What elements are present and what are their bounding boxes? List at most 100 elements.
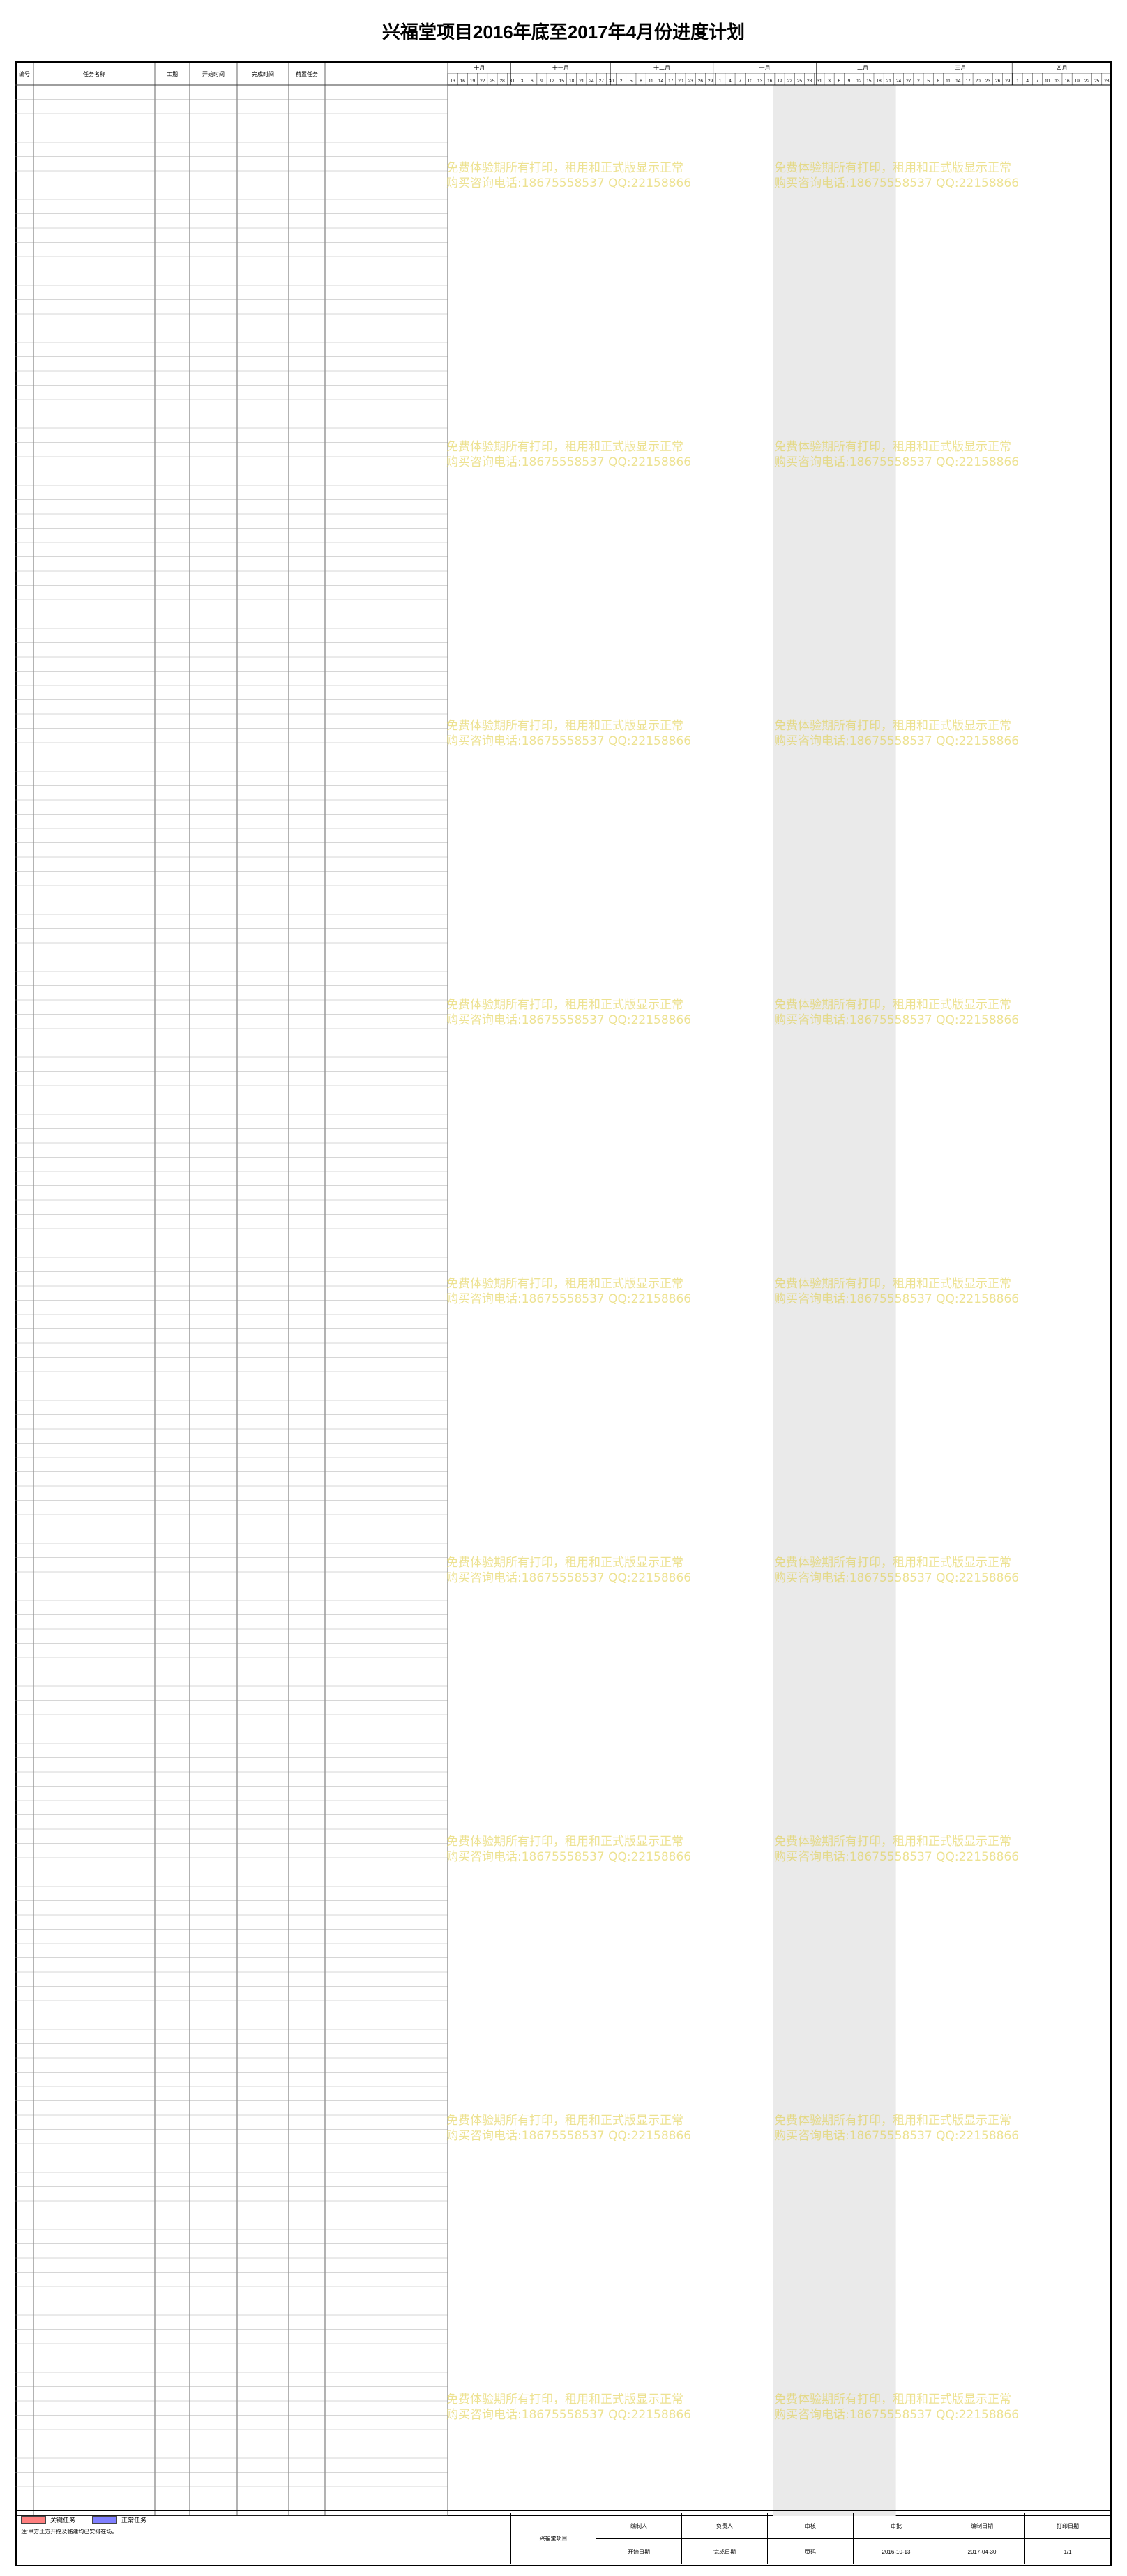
month-label: 一月 [759, 65, 771, 71]
legend: 关键任务 正常任务 [21, 2515, 146, 2524]
day-tick: 14 [955, 79, 961, 84]
month-label: 二月 [857, 65, 868, 71]
day-tick: 9 [540, 79, 543, 84]
day-tick: 20 [678, 79, 683, 84]
footer-cell: 2017-04-30 [939, 2538, 1024, 2564]
day-tick: 8 [640, 79, 642, 84]
day-tick: 23 [985, 79, 991, 84]
day-tick: 14 [658, 79, 664, 84]
day-tick: 8 [937, 79, 940, 84]
column-header-finish: 完成时间 [252, 70, 274, 77]
day-tick: 2 [620, 79, 623, 84]
day-tick: 7 [1036, 79, 1039, 84]
day-tick: 15 [559, 79, 565, 84]
day-tick: 4 [1026, 79, 1029, 84]
month-label: 四月 [1057, 65, 1068, 71]
day-tick: 7 [739, 79, 741, 84]
day-tick: 5 [927, 79, 930, 84]
day-tick: 16 [460, 79, 466, 84]
day-tick: 23 [688, 79, 694, 84]
day-tick: 10 [748, 79, 753, 84]
day-tick: 27 [906, 79, 912, 84]
footer-cell: 完成日期 [681, 2538, 767, 2564]
column-header-start: 开始时间 [202, 70, 225, 77]
legend-normal-label: 正常任务 [121, 2517, 147, 2524]
day-tick: 31 [817, 79, 822, 84]
day-tick: 2 [917, 79, 920, 84]
day-tick: 24 [589, 79, 594, 84]
day-tick: 17 [965, 79, 971, 84]
column-header-no: 编号 [19, 70, 30, 77]
footer-cell: 开始日期 [596, 2538, 681, 2564]
day-tick: 6 [838, 79, 840, 84]
day-tick: 29 [1005, 79, 1011, 84]
day-tick: 25 [490, 79, 495, 84]
footer-cell: 2016-10-13 [853, 2538, 939, 2564]
footer: 关键任务 正常任务 注:甲方土方开挖及临建均已安排在场。 兴福堂项目 编制人 负责人… [15, 2510, 1112, 2566]
day-tick: 13 [450, 79, 455, 84]
day-tick: 20 [976, 79, 981, 84]
day-tick: 19 [777, 79, 782, 84]
day-tick: 18 [876, 79, 882, 84]
day-tick: 16 [767, 79, 773, 84]
footer-cell: 审批 [853, 2513, 939, 2538]
footer-cell: 编制日期 [939, 2513, 1024, 2538]
footer-cell: 负责人 [681, 2513, 767, 2538]
day-tick: 17 [668, 79, 674, 84]
day-tick: 11 [649, 79, 653, 84]
day-tick: 18 [569, 79, 575, 84]
month-label: 十二月 [653, 64, 670, 71]
day-tick: 1 [1016, 79, 1019, 84]
day-tick: 3 [521, 79, 524, 84]
day-tick: 25 [1094, 79, 1100, 84]
day-tick: 16 [1064, 79, 1070, 84]
footer-cell: 1/1 [1024, 2538, 1110, 2564]
day-tick: 12 [856, 79, 862, 84]
day-tick: 21 [579, 79, 584, 84]
day-tick: 26 [995, 79, 1001, 84]
day-tick: 5 [630, 79, 633, 84]
page-title: 兴福堂项目2016年底至2017年4月份进度计划 [381, 22, 746, 43]
day-tick: 12 [550, 79, 555, 84]
day-tick: 29 [708, 79, 713, 84]
day-tick: 11 [946, 79, 951, 84]
month-label: 十一月 [552, 64, 569, 71]
day-tick: 19 [1075, 79, 1080, 84]
footer-cell: 页码 [767, 2538, 853, 2564]
nonwork-band [773, 85, 896, 2516]
day-tick: 9 [848, 79, 851, 84]
critical-swatch [21, 2516, 46, 2524]
day-tick: 27 [599, 79, 605, 84]
footer-note: 注:甲方土方开挖及临建均已安排在场。 [21, 2529, 118, 2535]
column-header-name: 任务名称 [83, 70, 105, 77]
day-tick: 3 [828, 79, 831, 84]
day-tick: 25 [797, 79, 803, 84]
day-tick: 28 [500, 79, 506, 84]
footer-project-name: 兴福堂项目 [510, 2513, 596, 2564]
day-tick: 22 [787, 79, 793, 84]
month-label: 十月 [474, 64, 485, 71]
day-tick: 15 [866, 79, 872, 84]
column-header-dur: 工期 [167, 71, 178, 77]
footer-cell: 编制人 [596, 2513, 681, 2538]
day-tick: 1 [719, 79, 722, 84]
day-tick: 24 [896, 79, 902, 84]
column-header-pred: 前置任务 [296, 70, 318, 77]
day-tick: 13 [757, 79, 763, 84]
day-tick: 28 [807, 79, 812, 84]
day-tick: 22 [1084, 79, 1090, 84]
day-tick: 13 [1054, 79, 1060, 84]
footer-cell: 打印日期 [1024, 2513, 1110, 2538]
day-tick: 31 [510, 79, 515, 84]
day-tick: 21 [886, 79, 892, 84]
month-label: 三月 [955, 65, 966, 71]
gantt-chart [15, 61, 1112, 2516]
day-tick: 28 [1104, 79, 1110, 84]
day-tick: 6 [531, 79, 534, 84]
footer-cell: 审核 [767, 2513, 853, 2538]
day-tick: 22 [480, 79, 485, 84]
day-tick: 19 [470, 79, 476, 84]
legend-critical-label: 关键任务 [50, 2517, 76, 2524]
footer-info-table: 兴福堂项目 编制人 负责人 审核 审批 编制日期 打印日期开始日期 完成日期 页码 2016-10… [510, 2513, 1110, 2564]
